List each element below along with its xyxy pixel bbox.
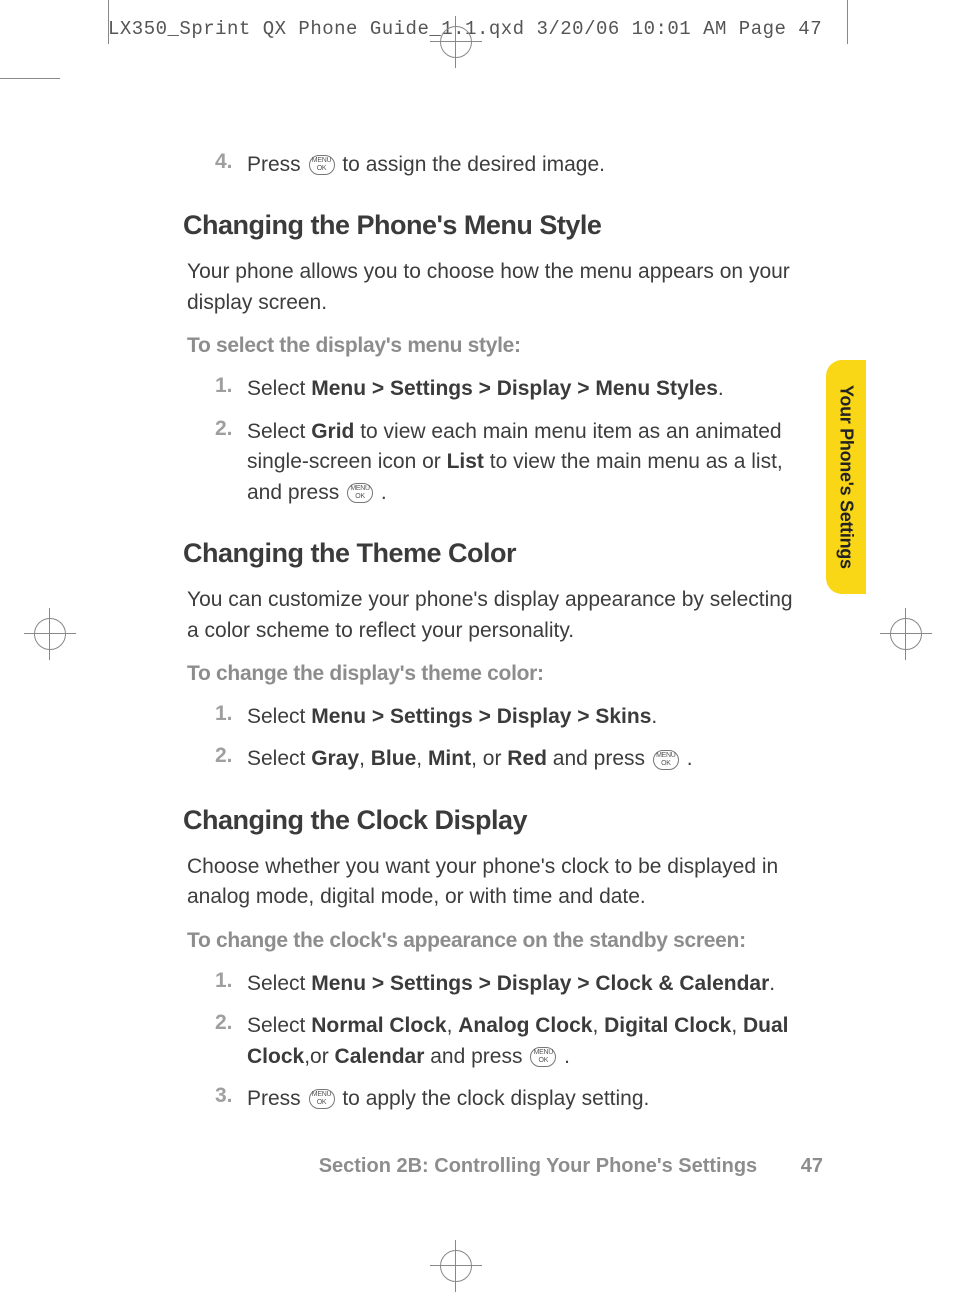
subheading: To change the clock's appearance on the … <box>183 929 803 953</box>
step-number: 2. <box>197 1011 247 1072</box>
menu-ok-icon: MENUOK <box>309 155 335 175</box>
registration-mark-icon <box>880 608 932 660</box>
step-number: 2. <box>197 744 247 774</box>
step-text: Select Normal Clock, Analog Clock, Digit… <box>247 1011 803 1072</box>
step-number: 1. <box>197 374 247 404</box>
step-row: 4. Press MENUOK to assign the desired im… <box>197 150 803 180</box>
heading-clock-display: Changing the Clock Display <box>183 805 803 836</box>
step-text: Select Gray, Blue, Mint, or Red and pres… <box>247 744 803 774</box>
step-text: Select Grid to view each main menu item … <box>247 417 803 508</box>
paragraph: Choose whether you want your phone's clo… <box>183 852 803 913</box>
menu-ok-icon: MENUOK <box>653 750 679 770</box>
step-text: Select Menu > Settings > Display > Menu … <box>247 374 803 404</box>
step-number: 1. <box>197 702 247 732</box>
registration-mark-icon <box>430 16 482 68</box>
step-number: 3. <box>197 1084 247 1114</box>
step-text: Select Menu > Settings > Display > Clock… <box>247 969 803 999</box>
subheading: To change the display's theme color: <box>183 662 803 686</box>
page-footer: Section 2B: Controlling Your Phone's Set… <box>183 1155 823 1178</box>
step-row: 1. Select Menu > Settings > Display > Sk… <box>197 702 803 732</box>
step-text: Select Menu > Settings > Display > Skins… <box>247 702 803 732</box>
crop-mark <box>847 0 848 44</box>
crop-mark <box>0 78 60 79</box>
step-number: 4. <box>197 150 247 180</box>
subheading: To select the display's menu style: <box>183 334 803 358</box>
step-row: 2. Select Gray, Blue, Mint, or Red and p… <box>197 744 803 774</box>
heading-theme-color: Changing the Theme Color <box>183 538 803 569</box>
step-row: 3. Press MENUOK to apply the clock displ… <box>197 1084 803 1114</box>
registration-mark-icon <box>430 1240 482 1292</box>
menu-ok-icon: MENUOK <box>530 1047 556 1067</box>
paragraph: You can customize your phone's display a… <box>183 585 803 646</box>
section-tab-label: Your Phone's Settings <box>836 385 857 569</box>
footer-section: Section 2B: Controlling Your Phone's Set… <box>319 1155 758 1177</box>
step-text: Press MENUOK to apply the clock display … <box>247 1084 803 1114</box>
paragraph: Your phone allows you to choose how the … <box>183 257 803 318</box>
menu-ok-icon: MENUOK <box>309 1089 335 1109</box>
step-number: 2. <box>197 417 247 508</box>
registration-mark-icon <box>24 608 76 660</box>
step-text: Press MENUOK to assign the desired image… <box>247 150 803 180</box>
page-number: 47 <box>801 1155 823 1178</box>
step-row: 2. Select Grid to view each main menu it… <box>197 417 803 508</box>
step-row: 1. Select Menu > Settings > Display > Cl… <box>197 969 803 999</box>
menu-ok-icon: MENUOK <box>347 483 373 503</box>
step-row: 1. Select Menu > Settings > Display > Me… <box>197 374 803 404</box>
crop-mark <box>108 0 109 44</box>
step-row: 2. Select Normal Clock, Analog Clock, Di… <box>197 1011 803 1072</box>
step-number: 1. <box>197 969 247 999</box>
section-tab: Your Phone's Settings <box>826 360 866 594</box>
heading-menu-style: Changing the Phone's Menu Style <box>183 210 803 241</box>
page-content: 4. Press MENUOK to assign the desired im… <box>183 150 803 1126</box>
